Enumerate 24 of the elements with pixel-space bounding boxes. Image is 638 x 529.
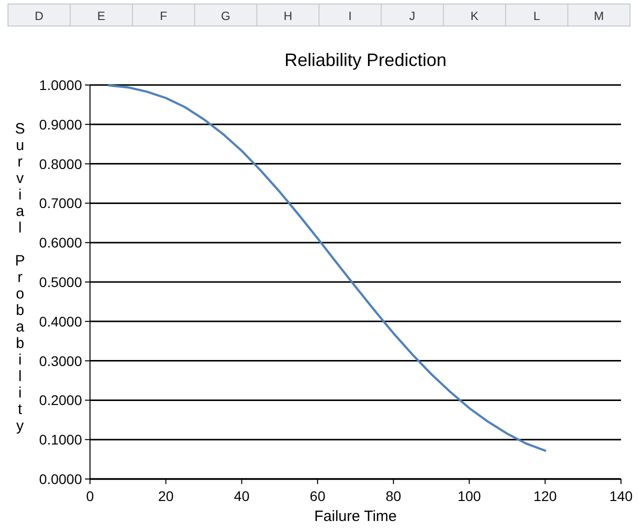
text: Survial Probability xyxy=(14,120,26,434)
y-tick-label: 0.5000 xyxy=(39,274,82,290)
x-tick-label: 20 xyxy=(158,488,174,504)
x-tick-label: 100 xyxy=(458,488,482,504)
y-tick-label: 0.4000 xyxy=(39,313,82,330)
y-tick-label: 1.0000 xyxy=(39,77,82,93)
y-tick-label: 0.6000 xyxy=(39,234,82,251)
x-tick-label: 60 xyxy=(310,488,326,504)
y-tick-label: 0.1000 xyxy=(39,432,82,448)
chart-title: Reliability Prediction xyxy=(284,50,447,70)
x-tick-label: 120 xyxy=(533,488,558,504)
y-tick-label: 0.2000 xyxy=(39,392,82,408)
x-axis-title: Failure Time xyxy=(314,508,397,525)
y-tick-label: 0.7000 xyxy=(39,195,82,212)
spreadsheet-column-header: D E F G H I J K L M xyxy=(8,4,630,26)
y-tick-label: 0.9000 xyxy=(39,116,82,132)
x-tick-label: 0 xyxy=(86,488,94,504)
line-series xyxy=(108,84,546,452)
y-tick-label: 0.8000 xyxy=(39,156,82,172)
y-tick-label: 0.3000 xyxy=(39,352,82,369)
x-tick-label: 40 xyxy=(234,488,250,504)
x-tick-label: 80 xyxy=(386,488,402,504)
y-tick-label: 0.0000 xyxy=(39,471,82,487)
x-tick-label: 140 xyxy=(609,488,633,504)
